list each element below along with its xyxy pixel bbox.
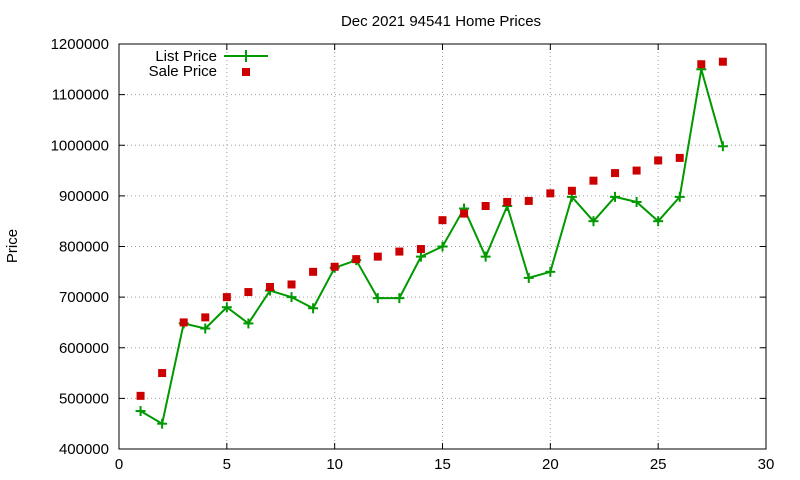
sale-price-point bbox=[654, 156, 663, 165]
sale-price-point bbox=[222, 293, 231, 302]
legend-marker-sale-price bbox=[242, 68, 250, 76]
y-tick-label: 800000 bbox=[59, 239, 109, 256]
sale-price-point bbox=[567, 186, 576, 195]
list-price-point bbox=[437, 241, 448, 252]
sale-price-point bbox=[503, 197, 512, 206]
x-tick-label: 5 bbox=[223, 456, 231, 473]
sale-price-point bbox=[287, 280, 296, 289]
y-tick-label: 1200000 bbox=[51, 36, 109, 53]
sale-price-point bbox=[611, 169, 620, 178]
sale-price-point bbox=[395, 247, 404, 256]
x-tick-label: 25 bbox=[650, 456, 667, 473]
y-tick-label: 500000 bbox=[59, 390, 109, 407]
y-tick-label: 600000 bbox=[59, 340, 109, 357]
sale-price-point bbox=[460, 209, 469, 218]
list-price-point bbox=[243, 318, 254, 329]
sale-price-point bbox=[632, 166, 641, 175]
sale-price-point bbox=[438, 216, 447, 225]
sale-price-point bbox=[546, 189, 555, 198]
sale-price-point bbox=[244, 288, 253, 297]
x-tick-label: 0 bbox=[115, 456, 123, 473]
sale-price-point bbox=[697, 60, 706, 69]
y-tick-label: 1000000 bbox=[51, 137, 109, 154]
sale-price-point bbox=[136, 391, 145, 400]
sale-price-point bbox=[589, 176, 598, 185]
x-tick-label: 20 bbox=[542, 456, 559, 473]
series-layer bbox=[135, 57, 728, 429]
list-price-point bbox=[221, 302, 232, 313]
legend: List Price Sale Price bbox=[149, 48, 268, 80]
y-axis-label: Price bbox=[4, 229, 21, 263]
list-price-point bbox=[674, 191, 685, 202]
list-price-point bbox=[135, 406, 146, 417]
list-price-point bbox=[523, 272, 534, 283]
sale-price-point bbox=[352, 255, 361, 264]
list-price-point bbox=[394, 293, 405, 304]
sale-price-point bbox=[330, 262, 339, 271]
sale-price-point bbox=[265, 283, 274, 291]
x-tick-label: 30 bbox=[758, 456, 775, 473]
list-price-point bbox=[480, 251, 491, 262]
sale-price-point bbox=[373, 252, 382, 261]
y-tick-label: 700000 bbox=[59, 289, 109, 306]
sale-price-point bbox=[718, 57, 727, 66]
sale-price-point bbox=[179, 318, 188, 327]
list-price-point bbox=[631, 196, 642, 207]
legend-marker-list-price bbox=[240, 50, 252, 62]
list-price-point bbox=[717, 141, 728, 152]
sale-price-point bbox=[524, 196, 533, 205]
list-price-point bbox=[588, 216, 599, 227]
list-price-point bbox=[157, 418, 168, 429]
sale-price-point bbox=[158, 369, 167, 378]
list-price-line bbox=[140, 69, 724, 426]
sale-price-point bbox=[416, 245, 425, 254]
x-tick-label: 15 bbox=[434, 456, 451, 473]
axis-ticks: 0 5 10 15 20 25 30 400000 500000 600000 700000 8000… bbox=[51, 36, 775, 473]
legend-label-list-price: List Price bbox=[155, 48, 217, 65]
y-tick-label: 400000 bbox=[59, 441, 109, 458]
sale-price-point bbox=[481, 202, 490, 210]
list-price-point bbox=[415, 251, 426, 262]
x-tick-label: 10 bbox=[326, 456, 343, 473]
list-price-point bbox=[286, 292, 297, 303]
list-price-point bbox=[372, 293, 383, 304]
list-price-point bbox=[653, 216, 664, 227]
y-tick-label: 900000 bbox=[59, 188, 109, 205]
sale-price-point bbox=[201, 313, 210, 322]
list-price-point bbox=[545, 266, 556, 277]
legend-label-sale-price: Sale Price bbox=[149, 63, 217, 80]
chart-title: Dec 2021 94541 Home Prices bbox=[341, 13, 541, 30]
y-tick-label: 1100000 bbox=[52, 87, 109, 104]
list-price-point bbox=[200, 323, 211, 334]
sale-price-point bbox=[675, 153, 684, 162]
list-price-point bbox=[308, 303, 319, 314]
list-price-point bbox=[610, 191, 621, 202]
sale-price-point bbox=[309, 267, 318, 276]
